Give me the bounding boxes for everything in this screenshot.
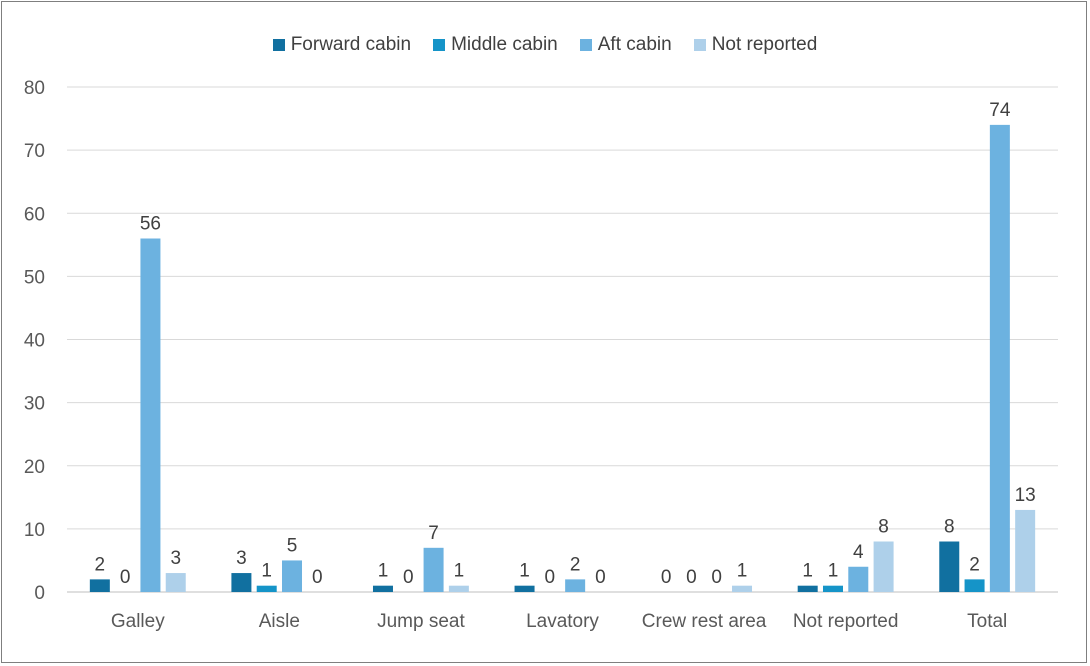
data-label: 0 xyxy=(686,567,697,588)
data-label: 2 xyxy=(969,554,980,575)
bar xyxy=(848,567,868,592)
data-label: 8 xyxy=(878,517,889,538)
data-label: 1 xyxy=(454,561,465,582)
y-tick-label: 80 xyxy=(24,78,45,99)
y-tick-label: 50 xyxy=(24,267,45,288)
data-label: 5 xyxy=(287,535,298,556)
data-label: 1 xyxy=(261,561,272,582)
data-label: 3 xyxy=(236,548,247,569)
bar xyxy=(90,579,110,592)
bar xyxy=(939,542,959,593)
data-label: 1 xyxy=(828,561,839,582)
data-label: 2 xyxy=(570,554,581,575)
data-label: 1 xyxy=(519,561,530,582)
data-label: 1 xyxy=(802,561,813,582)
bar xyxy=(373,586,393,592)
bar xyxy=(732,586,752,592)
bar xyxy=(424,548,444,592)
data-label: 8 xyxy=(944,517,955,538)
y-tick-label: 20 xyxy=(24,457,45,478)
data-label: 4 xyxy=(853,542,864,563)
bar xyxy=(282,560,302,592)
data-label: 2 xyxy=(95,554,106,575)
bar xyxy=(140,239,160,593)
bar xyxy=(515,586,535,592)
x-tick-label: Lavatory xyxy=(526,611,599,632)
data-label: 0 xyxy=(661,567,672,588)
y-tick-label: 10 xyxy=(24,520,45,541)
data-label: 0 xyxy=(545,567,556,588)
bar xyxy=(449,586,469,592)
data-label: 74 xyxy=(989,100,1011,121)
data-label: 0 xyxy=(403,567,414,588)
bar xyxy=(798,586,818,592)
bar xyxy=(166,573,186,592)
data-label: 7 xyxy=(428,523,439,544)
bar xyxy=(257,586,277,592)
data-label: 3 xyxy=(170,548,181,569)
x-tick-label: Not reported xyxy=(793,611,899,632)
y-tick-label: 60 xyxy=(24,204,45,225)
data-label: 0 xyxy=(711,567,722,588)
x-tick-label: Jump seat xyxy=(377,611,465,632)
y-tick-label: 70 xyxy=(24,141,45,162)
bar xyxy=(990,125,1010,592)
bar xyxy=(965,579,985,592)
bar xyxy=(823,586,843,592)
bar xyxy=(231,573,251,592)
x-tick-label: Galley xyxy=(111,611,165,632)
bar xyxy=(874,542,894,593)
x-tick-label: Crew rest area xyxy=(642,611,767,632)
y-tick-label: 0 xyxy=(34,583,45,604)
y-tick-label: 40 xyxy=(24,331,45,352)
data-label: 13 xyxy=(1015,485,1036,506)
data-label: 56 xyxy=(140,214,161,235)
x-tick-label: Aisle xyxy=(259,611,300,632)
data-label: 0 xyxy=(595,567,606,588)
bar xyxy=(565,579,585,592)
data-label: 1 xyxy=(737,561,748,582)
data-label: 1 xyxy=(378,561,389,582)
y-tick-label: 30 xyxy=(24,394,45,415)
data-label: 0 xyxy=(312,567,323,588)
data-label: 0 xyxy=(120,567,131,588)
bar xyxy=(1015,510,1035,592)
x-tick-label: Total xyxy=(967,611,1007,632)
